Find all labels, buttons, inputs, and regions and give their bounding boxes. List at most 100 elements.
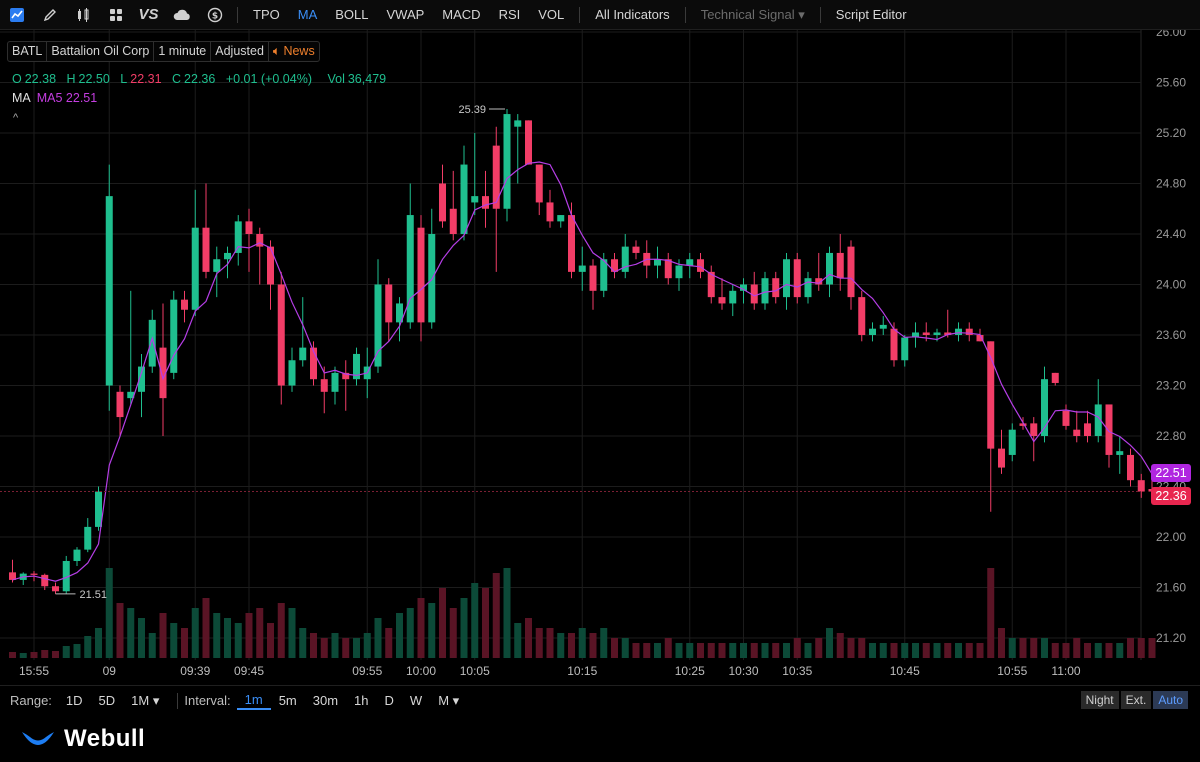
chart-type-icon[interactable] xyxy=(0,0,33,30)
candle-body xyxy=(621,246,629,272)
dollar-coin-icon[interactable]: $ xyxy=(198,0,231,30)
y-tick-label: 25.60 xyxy=(1156,76,1186,90)
x-tick-label: 10:35 xyxy=(782,664,812,678)
interval-w[interactable]: W xyxy=(409,693,423,708)
volume-bar xyxy=(643,643,651,658)
range-1d[interactable]: 1D xyxy=(65,693,83,708)
svg-text:$: $ xyxy=(211,11,217,21)
volume-bar xyxy=(675,643,683,658)
candle-body xyxy=(998,448,1005,468)
volume-bar xyxy=(718,643,726,658)
ticker-symbol[interactable]: BATL xyxy=(8,42,48,61)
interval-5m[interactable]: 5m xyxy=(278,693,297,708)
x-tick-label: 10:55 xyxy=(997,664,1027,678)
volume-bar xyxy=(525,618,532,658)
candle-body xyxy=(836,252,844,279)
volume-bar xyxy=(492,573,500,658)
volume-bar xyxy=(589,633,597,658)
volume-bar xyxy=(95,628,102,658)
volume-bar xyxy=(9,652,16,658)
script-editor-button[interactable]: Script Editor xyxy=(835,6,907,22)
volume-bar xyxy=(686,643,694,658)
candlestick-icon[interactable] xyxy=(66,0,99,30)
webull-logo: Webull xyxy=(20,725,145,753)
candle-body xyxy=(52,586,59,592)
candle-body xyxy=(589,265,597,291)
adjusted-label: Adjusted xyxy=(211,42,269,61)
indicator-rsi[interactable]: RSI xyxy=(498,6,521,22)
ma-label[interactable]: MA xyxy=(12,91,31,105)
collapse-legend-icon[interactable]: ^ xyxy=(13,112,19,124)
company-name: Battalion Oil Corp xyxy=(47,42,155,61)
x-tick-label: 09 xyxy=(103,664,117,678)
interval-d[interactable]: D xyxy=(384,693,394,708)
y-tick-label: 21.60 xyxy=(1156,581,1186,595)
indicator-ma[interactable]: MA xyxy=(297,6,318,22)
indicator-vol[interactable]: VOL xyxy=(538,6,565,22)
volume-bar xyxy=(52,651,59,658)
interval-m-dropdown[interactable]: M ▾ xyxy=(438,692,460,708)
session-ext[interactable]: Ext. xyxy=(1120,691,1152,709)
volume-bar xyxy=(1137,638,1145,658)
volume-bar xyxy=(783,643,790,658)
volume-bar xyxy=(288,608,296,658)
volume-bar xyxy=(697,643,704,658)
indicator-macd[interactable]: MACD xyxy=(442,6,481,22)
session-night[interactable]: Night xyxy=(1080,691,1119,709)
volume-bar xyxy=(847,638,855,658)
interval-1m[interactable]: 1m xyxy=(236,692,271,710)
interval-30m[interactable]: 30m xyxy=(312,693,339,708)
range-label: Range: xyxy=(10,693,52,708)
candle-body xyxy=(310,347,317,380)
volume-bar xyxy=(41,650,49,658)
news-label: News xyxy=(283,44,315,58)
volume-bar xyxy=(1116,643,1124,658)
candle-body xyxy=(439,183,446,222)
interval-1h[interactable]: 1h xyxy=(354,693,369,708)
volume-bar xyxy=(299,628,307,658)
candle-body xyxy=(729,290,737,304)
change-value: +0.01 (+0.04%) xyxy=(225,72,312,86)
price-chart[interactable]: 26.00 25.60 25.20 24.80 24.40 24.00 23.60 23.20… xyxy=(0,30,1200,685)
candle-body xyxy=(299,347,307,361)
volume-bar xyxy=(793,638,801,658)
volume-bar xyxy=(428,603,436,658)
candle-body xyxy=(41,574,49,587)
candle-body xyxy=(707,271,715,298)
candle-body xyxy=(396,303,403,323)
candle-body xyxy=(503,114,511,209)
indicator-tpo[interactable]: TPO xyxy=(253,6,280,22)
volume-label: Vol xyxy=(327,72,345,86)
all-indicators-button[interactable]: All Indicators xyxy=(595,6,670,22)
volume-bar xyxy=(30,652,38,658)
compare-vs-icon[interactable]: VS xyxy=(138,6,159,23)
technical-signal-dropdown[interactable]: Technical Signal ▾ xyxy=(700,6,805,22)
layout-grid-icon[interactable] xyxy=(99,0,132,30)
session-auto[interactable]: Auto xyxy=(1153,691,1188,709)
toolbar-separator xyxy=(237,6,238,23)
candle-body xyxy=(1073,429,1081,436)
volume-bar xyxy=(138,618,145,658)
volume-bar xyxy=(568,633,575,658)
indicator-vwap[interactable]: VWAP xyxy=(386,6,425,22)
volume-bar xyxy=(976,643,984,658)
candle-body xyxy=(1051,372,1059,383)
news-button[interactable]: 🔈︎ News xyxy=(269,42,319,61)
draw-icon[interactable] xyxy=(33,0,66,30)
cloud-icon[interactable] xyxy=(165,0,198,30)
candle-body xyxy=(965,328,973,335)
candle-body xyxy=(546,202,554,222)
range-1m-dropdown[interactable]: 1M ▾ xyxy=(131,692,160,708)
y-tick-label: 23.20 xyxy=(1156,379,1186,393)
range-5d[interactable]: 5D xyxy=(98,693,116,708)
candle-body xyxy=(697,259,704,272)
volume-bar xyxy=(632,643,640,658)
indicator-boll[interactable]: BOLL xyxy=(335,6,369,22)
volume-bar xyxy=(1041,638,1048,658)
volume-bar xyxy=(740,643,747,658)
chart-area[interactable]: 26.00 25.60 25.20 24.80 24.40 24.00 23.60 23.20… xyxy=(0,30,1200,685)
x-tick-label: 15:55 xyxy=(19,664,49,678)
volume-bar xyxy=(1094,643,1102,658)
volume-bar xyxy=(804,643,812,658)
volume-bar xyxy=(1019,638,1027,658)
